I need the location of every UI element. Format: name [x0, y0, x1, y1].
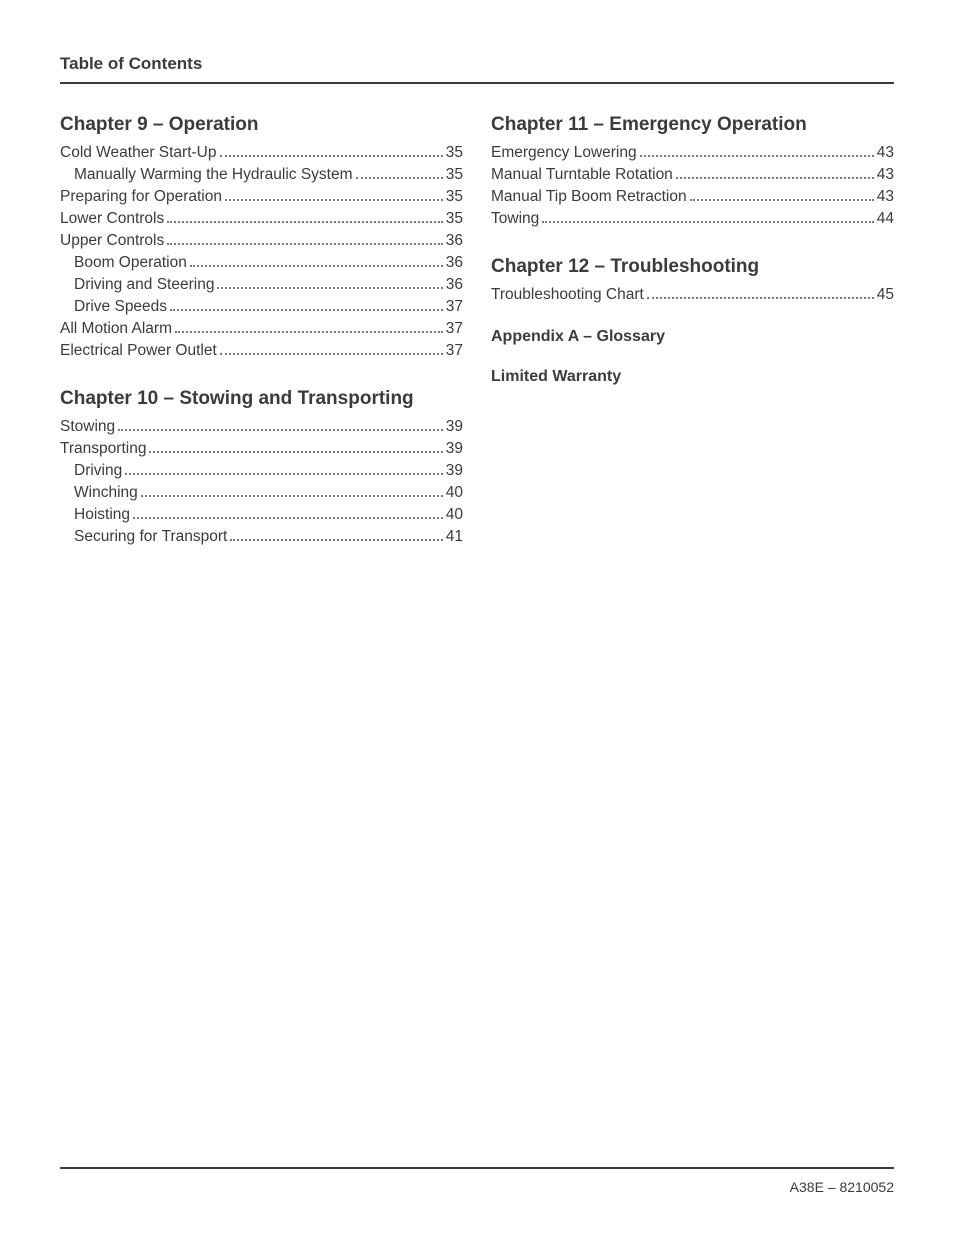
toc-entry-page: 44: [877, 208, 894, 230]
toc-entry-page: 41: [446, 526, 463, 548]
toc-leader: [220, 155, 443, 157]
toc-leader: [640, 155, 874, 157]
toc-leader: [133, 517, 443, 519]
top-rule: [60, 82, 894, 84]
toc-entry-page: 37: [446, 296, 463, 318]
toc-right-column: Chapter 11 – Emergency Operation Emergenc…: [491, 114, 894, 548]
toc-entry-page: 35: [446, 186, 463, 208]
toc-entry: Driving and Steering 36: [60, 274, 463, 296]
toc-entry: Electrical Power Outlet 37: [60, 340, 463, 362]
toc-entry-page: 35: [446, 142, 463, 164]
toc-entry-page: 39: [446, 460, 463, 482]
toc-leader: [170, 309, 443, 311]
toc-entry: Stowing 39: [60, 416, 463, 438]
toc-left-column: Chapter 9 – Operation Cold Weather Start-…: [60, 114, 463, 548]
toc-entry: Lower Controls 35: [60, 208, 463, 230]
toc-entry-label: Driving: [74, 460, 122, 482]
toc-entry-label: Upper Controls: [60, 230, 164, 252]
toc-entry: All Motion Alarm 37: [60, 318, 463, 340]
chapter-heading: Chapter 11 – Emergency Operation: [491, 114, 894, 136]
toc-leader: [356, 177, 443, 179]
toc-entry: Manually Warming the Hydraulic System 35: [60, 164, 463, 186]
toc-entry-label: Emergency Lowering: [491, 142, 637, 164]
page: Table of Contents Chapter 9 – OperationC…: [0, 0, 954, 1235]
toc-entry-label: Troubleshooting Chart: [491, 284, 644, 306]
toc-entry: Drive Speeds 37: [60, 296, 463, 318]
appendix-heading: Limited Warranty: [491, 368, 894, 386]
toc-entry-label: Preparing for Operation: [60, 186, 222, 208]
toc-entry-page: 43: [877, 142, 894, 164]
toc-entry: Winching 40: [60, 482, 463, 504]
toc-entry-label: Hoisting: [74, 504, 130, 526]
toc-entry: Emergency Lowering 43: [491, 142, 894, 164]
toc-leader: [167, 221, 443, 223]
toc-entry-page: 43: [877, 164, 894, 186]
toc-entry-label: Boom Operation: [74, 252, 187, 274]
toc-entry: Boom Operation 36: [60, 252, 463, 274]
toc-entry-label: Securing for Transport: [74, 526, 227, 548]
toc-entry: Transporting 39: [60, 438, 463, 460]
toc-entry-label: Driving and Steering: [74, 274, 214, 296]
toc-leader: [125, 473, 443, 475]
footer-text: A38E – 8210052: [60, 1179, 894, 1195]
toc-leader: [175, 331, 443, 333]
footer-area: A38E – 8210052: [60, 1167, 894, 1195]
toc-entry-page: 40: [446, 504, 463, 526]
page-header-title: Table of Contents: [60, 54, 894, 74]
toc-entry-page: 39: [446, 438, 463, 460]
toc-entry-page: 37: [446, 340, 463, 362]
toc-leader: [676, 177, 874, 179]
toc-entry-page: 43: [877, 186, 894, 208]
toc-leader: [141, 495, 443, 497]
toc-entry-page: 40: [446, 482, 463, 504]
toc-entry-page: 35: [446, 208, 463, 230]
chapter-heading: Chapter 9 – Operation: [60, 114, 463, 136]
toc-entry-label: Manually Warming the Hydraulic System: [74, 164, 353, 186]
toc-leader: [167, 243, 443, 245]
toc-entry: Driving 39: [60, 460, 463, 482]
toc-entry-page: 36: [446, 252, 463, 274]
toc-leader: [690, 199, 874, 201]
toc-entry: Hoisting 40: [60, 504, 463, 526]
toc-entry: Upper Controls 36: [60, 230, 463, 252]
toc-entry-label: Towing: [491, 208, 539, 230]
toc-leader: [220, 353, 443, 355]
toc-entry: Towing 44: [491, 208, 894, 230]
appendix-heading: Appendix A – Glossary: [491, 328, 894, 346]
toc-entry-page: 35: [446, 164, 463, 186]
toc-entry-label: Winching: [74, 482, 138, 504]
toc-entry-label: Cold Weather Start-Up: [60, 142, 217, 164]
chapter-heading: Chapter 12 – Troubleshooting: [491, 256, 894, 278]
toc-entry: Cold Weather Start-Up 35: [60, 142, 463, 164]
toc-entry: Troubleshooting Chart 45: [491, 284, 894, 306]
toc-entry-label: Drive Speeds: [74, 296, 167, 318]
toc-entry-page: 39: [446, 416, 463, 438]
toc-entry-page: 36: [446, 230, 463, 252]
toc-leader: [542, 221, 874, 223]
toc-entry-page: 36: [446, 274, 463, 296]
bottom-rule: [60, 1167, 894, 1169]
toc-leader: [149, 451, 442, 453]
toc-entry: Manual Turntable Rotation 43: [491, 164, 894, 186]
toc-leader: [225, 199, 443, 201]
toc-entry-label: Lower Controls: [60, 208, 164, 230]
toc-leader: [230, 539, 442, 541]
toc-entry-label: Transporting: [60, 438, 146, 460]
toc-columns: Chapter 9 – Operation Cold Weather Start-…: [60, 114, 894, 548]
toc-entry-page: 45: [877, 284, 894, 306]
toc-entry: Preparing for Operation 35: [60, 186, 463, 208]
toc-entry-label: Stowing: [60, 416, 115, 438]
toc-leader: [647, 297, 874, 299]
toc-entry-label: Manual Turntable Rotation: [491, 164, 673, 186]
toc-entry-label: Manual Tip Boom Retraction: [491, 186, 687, 208]
toc-entry-page: 37: [446, 318, 463, 340]
toc-leader: [190, 265, 443, 267]
toc-leader: [217, 287, 442, 289]
toc-leader: [118, 429, 443, 431]
toc-entry-label: Electrical Power Outlet: [60, 340, 217, 362]
toc-entry: Securing for Transport 41: [60, 526, 463, 548]
toc-entry: Manual Tip Boom Retraction 43: [491, 186, 894, 208]
toc-entry-label: All Motion Alarm: [60, 318, 172, 340]
chapter-heading: Chapter 10 – Stowing and Transporting: [60, 388, 463, 410]
